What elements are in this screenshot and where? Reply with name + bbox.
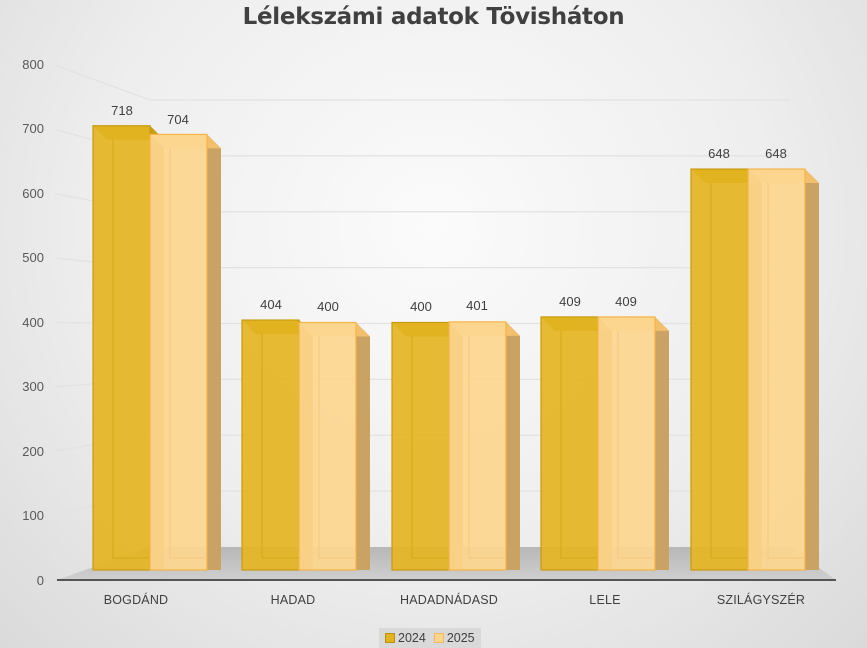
legend-label: 2025: [446, 631, 475, 645]
y-tick: 200: [22, 444, 44, 459]
legend-swatch-2024: [385, 633, 395, 643]
bar-2025-szilágyszér: [747, 168, 819, 571]
y-tick: 800: [22, 57, 44, 72]
x-category-label: HADAD: [270, 593, 316, 607]
legend-label: 2024: [398, 631, 426, 645]
legend: 2024 2025: [379, 628, 481, 648]
data-label-2024: 400: [410, 299, 432, 314]
data-label-2025: 409: [615, 294, 637, 309]
data-label-2024: 648: [708, 146, 730, 161]
x-category-label: SZILÁGYSZÉR: [716, 593, 806, 607]
x-category-label: BOGDÁND: [103, 593, 169, 607]
x-category-label: LELE: [589, 593, 621, 607]
bar-2025-hadad: [298, 321, 370, 571]
gridline: [54, 64, 790, 101]
bar-2025-lele: [597, 316, 669, 571]
data-label-2025: 704: [167, 112, 189, 127]
y-tick: 300: [22, 379, 44, 394]
bar-2025-hadadnádasd: [448, 321, 520, 571]
y-tick: 400: [22, 315, 44, 330]
legend-item-2025: 2025: [433, 631, 475, 645]
chart-title: Lélekszámi adatok Tövisháton: [242, 4, 625, 30]
y-tick: 600: [22, 186, 44, 201]
y-tick: 500: [22, 250, 44, 265]
legend-item-2024: 2024: [385, 631, 426, 645]
y-tick: 100: [22, 508, 44, 523]
data-label-2025: 648: [765, 146, 787, 161]
x-category-label: HADADNÁDASD: [399, 593, 499, 607]
y-tick: 0: [36, 573, 44, 588]
data-label-2024: 718: [111, 103, 133, 118]
legend-swatch-2025: [433, 633, 444, 643]
bar-2025-bogdánd: [149, 133, 221, 571]
data-label-2025: 400: [317, 299, 339, 314]
bars: [92, 125, 819, 571]
data-label-2025: 401: [466, 298, 488, 313]
data-label-2024: 404: [260, 297, 282, 312]
data-label-2024: 409: [559, 294, 581, 309]
y-tick: 700: [22, 121, 44, 136]
